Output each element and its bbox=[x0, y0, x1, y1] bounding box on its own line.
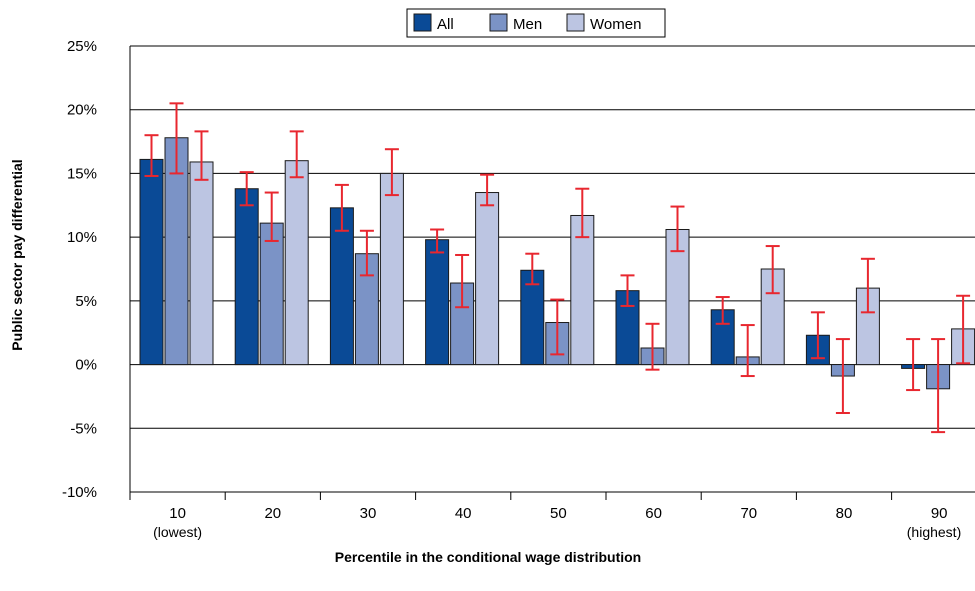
x-tick-sublabel: (highest) bbox=[907, 524, 961, 540]
x-tick-label: 40 bbox=[455, 505, 472, 522]
x-tick-label: 90 bbox=[931, 505, 948, 522]
y-tick-label: 0% bbox=[75, 357, 97, 374]
x-tick-label: 80 bbox=[836, 505, 853, 522]
bar-women bbox=[379, 172, 404, 366]
x-tick-label: 10 bbox=[169, 505, 186, 522]
bar-all bbox=[234, 188, 259, 366]
bar-all bbox=[425, 239, 450, 366]
axes bbox=[129, 46, 975, 500]
bar-women bbox=[189, 161, 214, 366]
bar-men bbox=[259, 222, 284, 366]
x-tick-label: 70 bbox=[740, 505, 757, 522]
legend-label-women: Women bbox=[590, 16, 641, 33]
bar-all bbox=[139, 158, 164, 366]
x-axis-title: Percentile in the conditional wage distr… bbox=[335, 549, 641, 565]
error-bars bbox=[144, 102, 971, 434]
legend: All Men Women bbox=[406, 8, 666, 38]
legend-label-men: Men bbox=[513, 16, 542, 33]
x-tick-label: 20 bbox=[264, 505, 281, 522]
x-tick-sublabel: (lowest) bbox=[153, 524, 202, 540]
y-tick-label: 20% bbox=[67, 102, 97, 119]
y-tick-label: 15% bbox=[67, 165, 97, 182]
legend-label-all: All bbox=[437, 16, 454, 33]
x-tick-label: 50 bbox=[550, 505, 567, 522]
y-tick-label: -5% bbox=[70, 420, 97, 437]
y-axis-title: Public sector pay differential bbox=[9, 159, 25, 350]
bars bbox=[139, 137, 975, 390]
x-tick-label: 30 bbox=[360, 505, 377, 522]
y-tick-labels: -10% -5% 0% 5% 10% 15% 20% 25% bbox=[62, 38, 97, 501]
bar-women bbox=[284, 160, 309, 366]
legend-box bbox=[406, 8, 666, 38]
legend-swatch-men bbox=[489, 13, 508, 32]
x-tick-labels: 10 (lowest) 20 30 40 50 60 70 80 90 (highest) bbox=[153, 505, 961, 540]
legend-swatch-women bbox=[566, 13, 585, 32]
y-tick-label: 10% bbox=[67, 229, 97, 246]
y-tick-label: 25% bbox=[67, 38, 97, 55]
bar-women bbox=[475, 192, 500, 366]
legend-swatch-all bbox=[413, 13, 432, 32]
y-tick-label: -10% bbox=[62, 484, 97, 501]
x-tick-label: 60 bbox=[645, 505, 662, 522]
y-tick-label: 5% bbox=[75, 293, 97, 310]
